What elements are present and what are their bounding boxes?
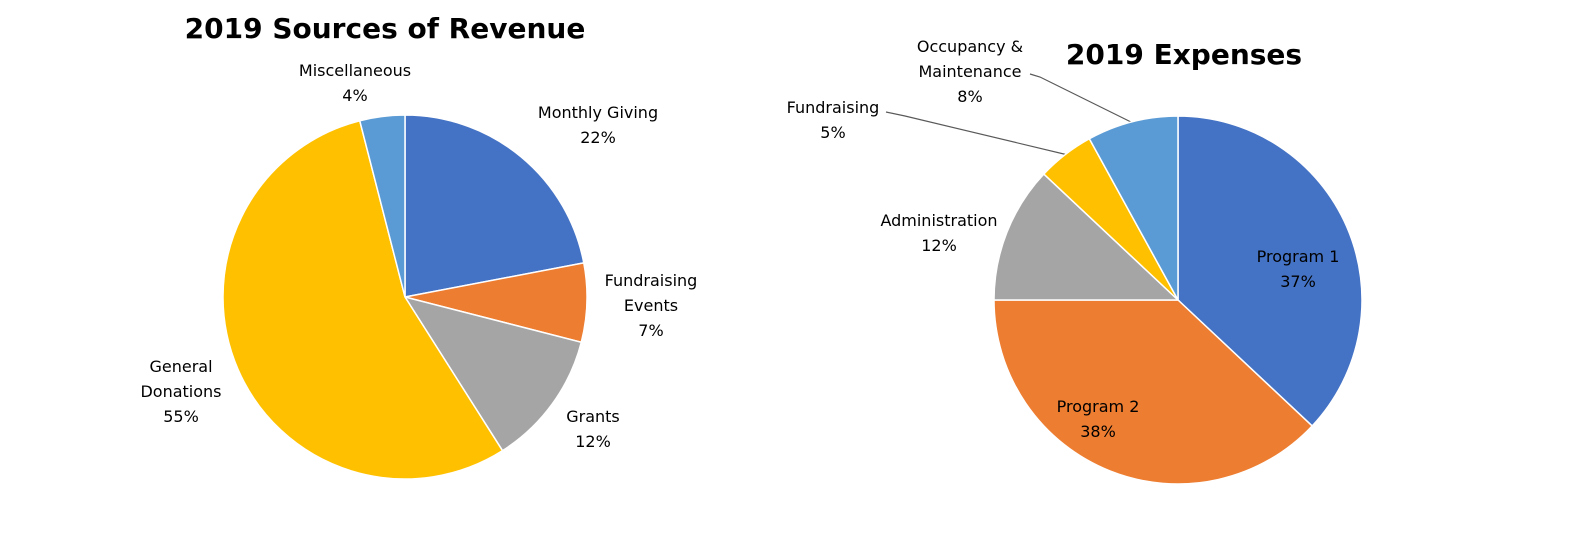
pie-slice-grants <box>403 295 583 452</box>
pie-slice-miscellaneous <box>358 114 406 298</box>
slice-label-general-donations: General Donations 55% <box>140 357 221 426</box>
slice-label-administration: Administration 12% <box>880 211 997 255</box>
pie-slice-general-donations <box>222 119 504 480</box>
revenue-chart-title: 2019 Sources of Revenue <box>185 12 586 45</box>
slice-label-monthly-giving: Monthly Giving 22% <box>538 103 658 147</box>
pie-slice-administration <box>993 172 1180 301</box>
pie-slice-program-1 <box>1177 115 1363 428</box>
slice-label-program-2: Program 2 38% <box>1057 397 1140 441</box>
slice-label-grants: Grants 12% <box>566 407 620 451</box>
slice-label-fundraising: Fundraising 5% <box>787 98 880 142</box>
slice-label-fundraising-events: Fundraising Events 7% <box>605 271 698 340</box>
expenses-pie-chart: 2019 Expenses Program 1 37% Program 2 38% Ad… <box>787 37 1363 485</box>
slice-label-miscellaneous: Miscellaneous 4% <box>299 61 411 105</box>
pie-slice-program-2 <box>993 299 1314 485</box>
pie-slice-monthly-giving <box>404 114 585 298</box>
slice-label-occupancy-and-maintenance: Occupancy & Maintenance 8% <box>917 37 1023 106</box>
expenses-chart-title: 2019 Expenses <box>1066 38 1302 71</box>
pie-slice-occupancy-and-maintenance <box>1088 115 1179 301</box>
slice-label-program-1: Program 1 37% <box>1257 247 1340 291</box>
leader-line-fundraising <box>885 111 1069 156</box>
revenue-pie-chart: 2019 Sources of Revenue Monthly Giving 22… <box>140 12 698 480</box>
leader-line-occupancy-and-maintenance <box>1029 73 1134 124</box>
